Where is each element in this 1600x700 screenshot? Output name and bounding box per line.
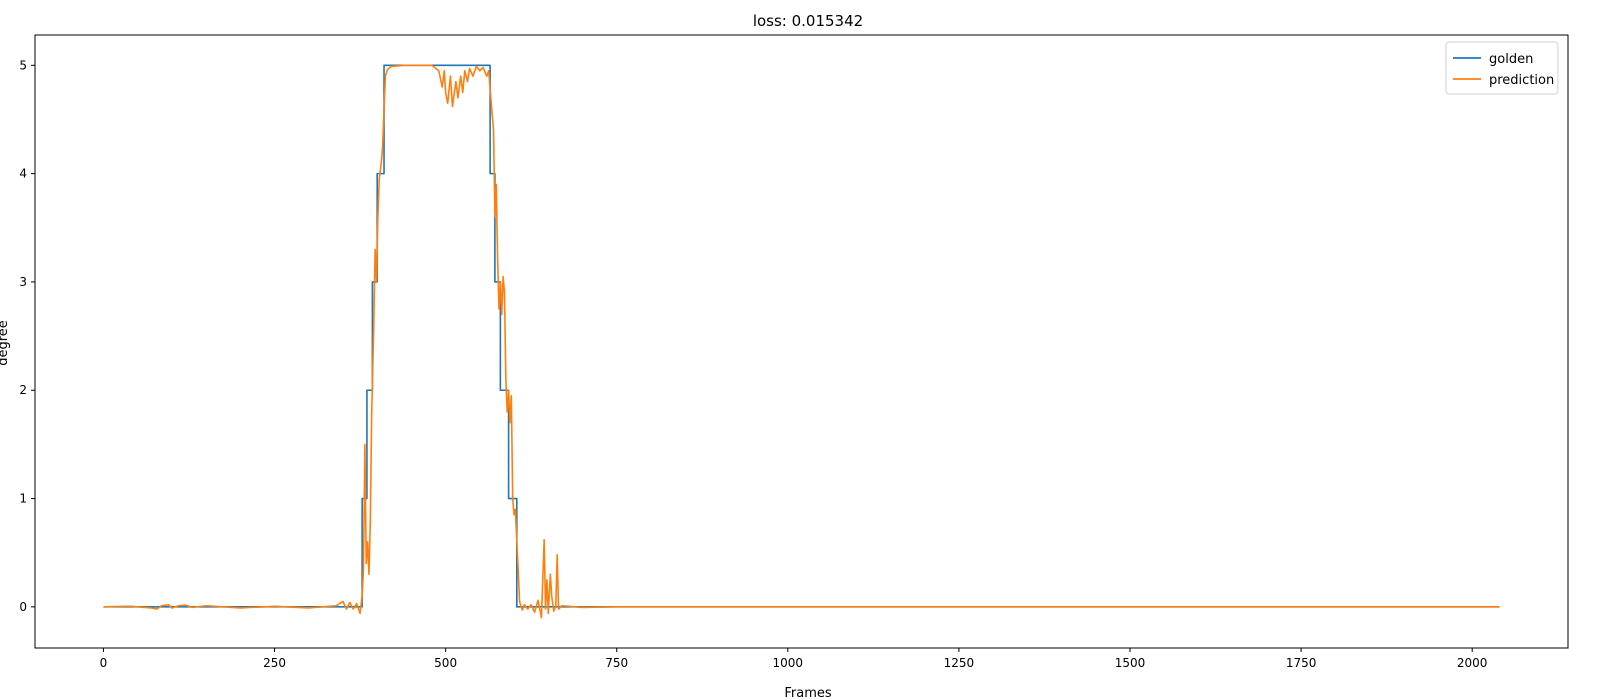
- legend-box: [1445, 41, 1559, 95]
- chart-title: loss: 0.015342: [753, 12, 863, 30]
- y-tick-label: 4: [19, 167, 27, 181]
- x-tick-label: 0: [100, 656, 108, 670]
- y-tick-label: 5: [19, 58, 27, 72]
- y-tick-label: 3: [19, 275, 27, 289]
- plot-area: [103, 64, 1500, 619]
- legend-label-golden: golden: [1489, 52, 1533, 67]
- x-tick-label: 1500: [1115, 656, 1146, 670]
- series-line-prediction: [103, 64, 1500, 619]
- axes-frame: [34, 34, 1569, 649]
- x-tick-label: 1000: [773, 656, 804, 670]
- y-axis-label: degree: [0, 320, 11, 366]
- x-tick-label: 250: [263, 656, 286, 670]
- series-line-golden: [103, 64, 1500, 608]
- x-tick-label: 500: [434, 656, 457, 670]
- y-tick-label: 1: [19, 492, 27, 506]
- x-tick-label: 1250: [944, 656, 975, 670]
- legend-label-prediction: prediction: [1489, 73, 1554, 88]
- x-axis-label: Frames: [784, 686, 832, 700]
- axes: 0 250 500 750 1000 1250 1500 1750 2000 0 1 2 3 4 5: [19, 34, 1569, 670]
- y-tick-label: 2: [19, 383, 27, 397]
- y-tick-label: 0: [19, 600, 27, 614]
- x-tick-label: 750: [605, 656, 628, 670]
- legend: golden prediction: [1445, 41, 1559, 95]
- x-tick-label: 1750: [1286, 656, 1317, 670]
- x-tick-label: 2000: [1457, 656, 1488, 670]
